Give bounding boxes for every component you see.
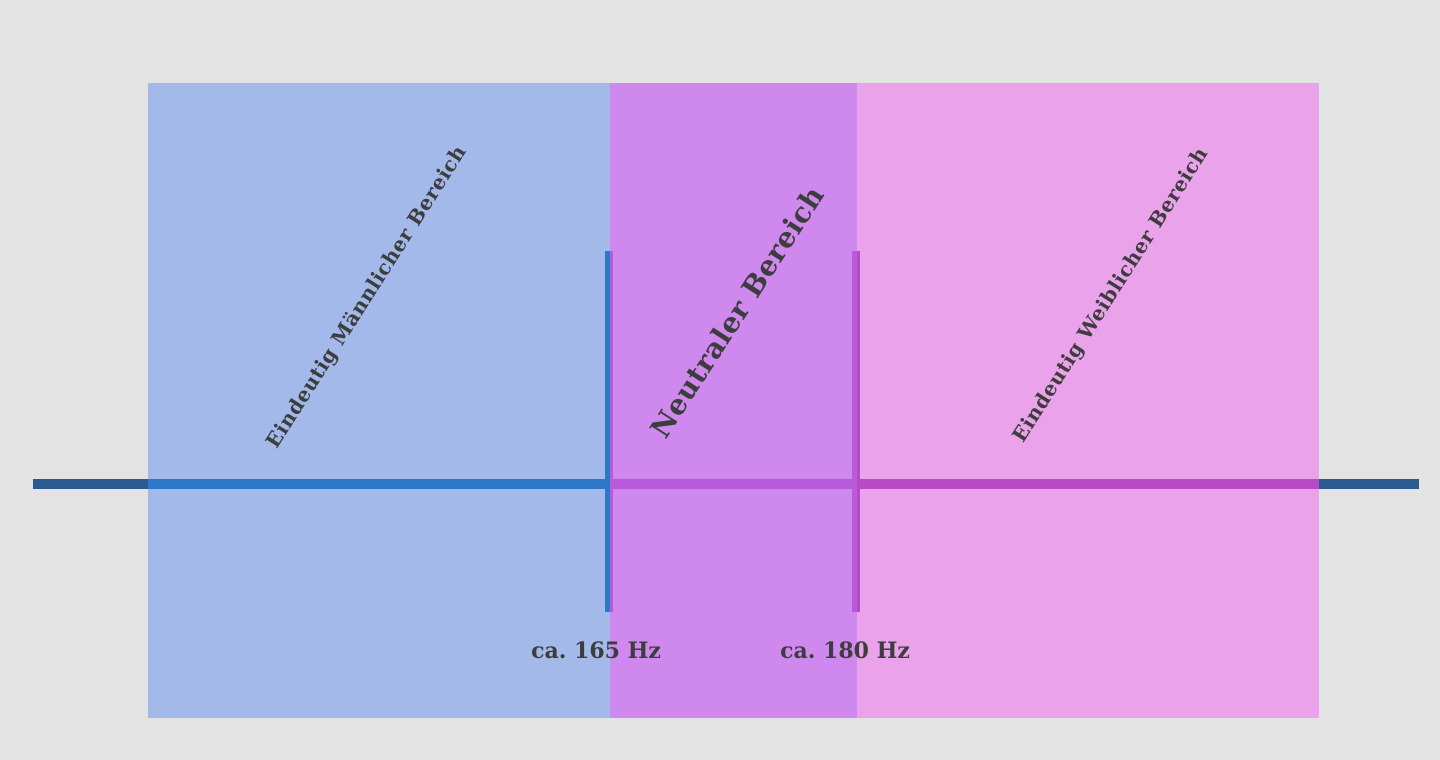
female-region (857, 83, 1319, 718)
boundary-marker (852, 251, 857, 612)
boundary-label: ca. 180 Hz (780, 638, 910, 664)
female-segment (857, 479, 1319, 489)
boundary-marker (605, 251, 610, 612)
male-segment (148, 479, 608, 489)
boundary-marker (610, 251, 613, 612)
boundary-label: ca. 165 Hz (531, 638, 661, 664)
neutral-region (610, 83, 857, 718)
male-region (148, 83, 610, 718)
boundary-marker (857, 251, 860, 612)
neutral-segment (608, 479, 857, 489)
